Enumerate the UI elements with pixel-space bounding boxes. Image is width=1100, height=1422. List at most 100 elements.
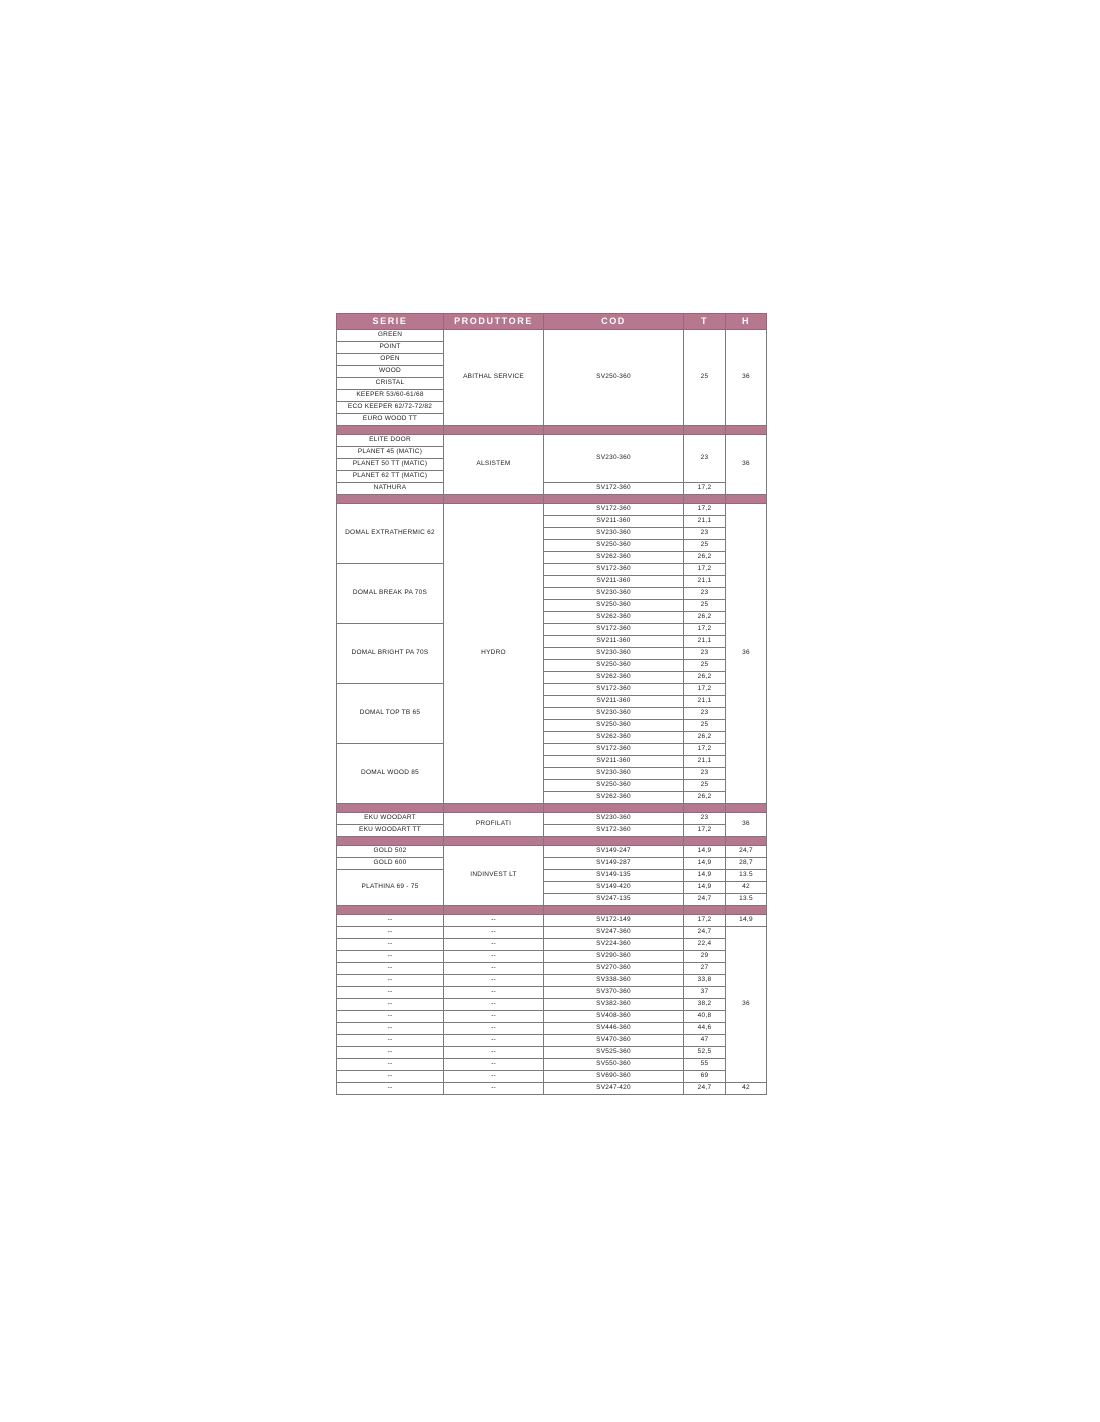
- cell-cod: SV149-135: [543, 869, 684, 882]
- cell-produttore: ALSISTEM: [443, 434, 544, 495]
- table-row: -- -- SV408-360 40,8: [336, 1010, 767, 1023]
- cell-t: 17,2: [683, 683, 726, 696]
- cell-t: 17,2: [683, 503, 726, 516]
- series-code-table: SERIE PRODUTTORE COD T H GREEN ABITHAL SE…: [336, 313, 767, 1095]
- cell-serie: --: [336, 986, 444, 999]
- cell-h: 24,7: [725, 845, 767, 858]
- cell-t: 25: [683, 779, 726, 792]
- cell-h: 36: [725, 503, 767, 804]
- table-row: PLATHINA 69 - 75 SV149-135 14,9 13.5: [336, 869, 767, 906]
- cell-t: 14,9: [683, 869, 726, 882]
- cell-cod: SV149-247: [543, 845, 684, 858]
- table-row: -- -- SV270-360 27: [336, 962, 767, 975]
- cell-t: 23: [683, 767, 726, 780]
- group-separator-row: [336, 803, 767, 813]
- cell-t: 25: [683, 539, 726, 552]
- cell-cod: SV230-360: [543, 587, 684, 600]
- group-separator-cell: [336, 836, 444, 846]
- cell-cod: SV250-360: [543, 719, 684, 732]
- group-separator-cell: [543, 905, 684, 915]
- cell-cod: SV172-360: [543, 623, 684, 636]
- table-row: DOMAL WOOD 85 SV172-360 17,2: [336, 743, 767, 804]
- cell-cod: SV247-135: [543, 893, 684, 906]
- cell-produttore: --: [443, 986, 544, 999]
- cell-serie: --: [336, 914, 444, 927]
- cell-cod: SV470-360: [543, 1034, 684, 1047]
- cell-produttore: --: [443, 950, 544, 963]
- table-row: -- -- SV247-360 24,7 36: [336, 926, 767, 1083]
- cell-cod: SV230-360: [543, 647, 684, 660]
- group-separator-cell: [443, 494, 544, 504]
- group-separator-cell: [725, 803, 767, 813]
- cell-h: 36: [725, 926, 767, 1083]
- table-row: GOLD 502 INDINVEST LT SV149-247 14,9 24,7: [336, 845, 767, 906]
- cell-t: 21,1: [683, 755, 726, 768]
- cell-cod: SV230-360: [543, 707, 684, 720]
- cell-produttore: INDINVEST LT: [443, 845, 544, 906]
- cell-cod: SV230-360: [543, 527, 684, 540]
- table-row: -- -- SV470-360 47: [336, 1034, 767, 1047]
- cell-serie: ELITE DOOR: [336, 434, 444, 447]
- cell-serie: --: [336, 950, 444, 963]
- cell-serie: EKU WOODART: [336, 812, 444, 825]
- cell-t: 17,2: [683, 623, 726, 636]
- cell-serie: --: [336, 1058, 444, 1071]
- cell-h: 13.5: [725, 869, 767, 882]
- group-separator-cell: [683, 905, 726, 915]
- cell-cod: SV262-360: [543, 791, 684, 804]
- cell-t: 14,9: [683, 857, 726, 870]
- cell-produttore: --: [443, 974, 544, 987]
- group-separator-cell: [725, 905, 767, 915]
- cell-h: 36: [725, 434, 767, 495]
- cell-t: 44,6: [683, 1022, 726, 1035]
- table-row: SV262-360 26,2: [337, 551, 767, 564]
- cell-cod: SV250-360: [543, 779, 684, 792]
- group-separator-cell: [683, 425, 726, 435]
- cell-h: 14,9: [725, 914, 767, 927]
- group-separator-cell: [443, 803, 544, 813]
- cell-t: 23: [683, 587, 726, 600]
- cell-serie: --: [336, 938, 444, 951]
- table-row: SV230-360 23: [337, 647, 767, 660]
- table-row: DOMAL BREAK PA 70S SV172-360 17,2: [336, 563, 767, 624]
- cell-t: 25: [683, 719, 726, 732]
- cell-cod: SV250-360: [543, 539, 684, 552]
- table-row: -- -- SV247-420 24,7 42: [336, 1082, 767, 1095]
- cell-cod: SV149-287: [543, 857, 684, 870]
- table-row: -- -- SV550-360 55: [336, 1058, 767, 1071]
- cell-serie: --: [336, 998, 444, 1011]
- column-header-h: H: [725, 313, 767, 330]
- column-header-serie: SERIE: [336, 313, 444, 330]
- cell-cod: SV250-360: [543, 599, 684, 612]
- cell-produttore: --: [443, 1034, 544, 1047]
- cell-t: 26,2: [683, 611, 726, 624]
- cell-serie: POINT: [336, 341, 444, 354]
- cell-serie: EURO WOOD TT: [336, 413, 444, 426]
- cell-cod: SV172-360: [543, 683, 684, 696]
- group-separator-cell: [443, 836, 544, 846]
- table-row: DOMAL TOP TB 65 SV172-360 17,2: [336, 683, 767, 744]
- cell-h: 42: [725, 1082, 767, 1095]
- group-separator-cell: [336, 803, 444, 813]
- cell-cod: SV211-360: [543, 515, 684, 528]
- cell-t: 17,2: [683, 482, 726, 495]
- cell-cod: SV247-420: [543, 1082, 684, 1095]
- cell-cod: SV172-360: [543, 743, 684, 756]
- table-row: GREEN ABITHAL SERVICE SV250-360 25 36: [336, 329, 767, 426]
- cell-cod: SV149-420: [543, 881, 684, 894]
- cell-t: 23: [683, 647, 726, 660]
- cell-cod: SV262-360: [543, 671, 684, 684]
- cell-t: 21,1: [683, 635, 726, 648]
- cell-serie: DOMAL TOP TB 65: [336, 683, 444, 744]
- group-separator-cell: [543, 836, 684, 846]
- cell-t: 55: [683, 1058, 726, 1071]
- cell-t: 23: [683, 707, 726, 720]
- cell-t: 26,2: [683, 791, 726, 804]
- cell-serie: GOLD 502: [336, 845, 444, 858]
- group-separator-row: [336, 905, 767, 915]
- cell-cod: SV262-360: [543, 611, 684, 624]
- cell-serie: DOMAL BREAK PA 70S: [336, 563, 444, 624]
- cell-serie: --: [336, 1046, 444, 1059]
- cell-cod: SV211-360: [543, 755, 684, 768]
- table-row: -- -- SV224-360 22,4: [336, 938, 767, 951]
